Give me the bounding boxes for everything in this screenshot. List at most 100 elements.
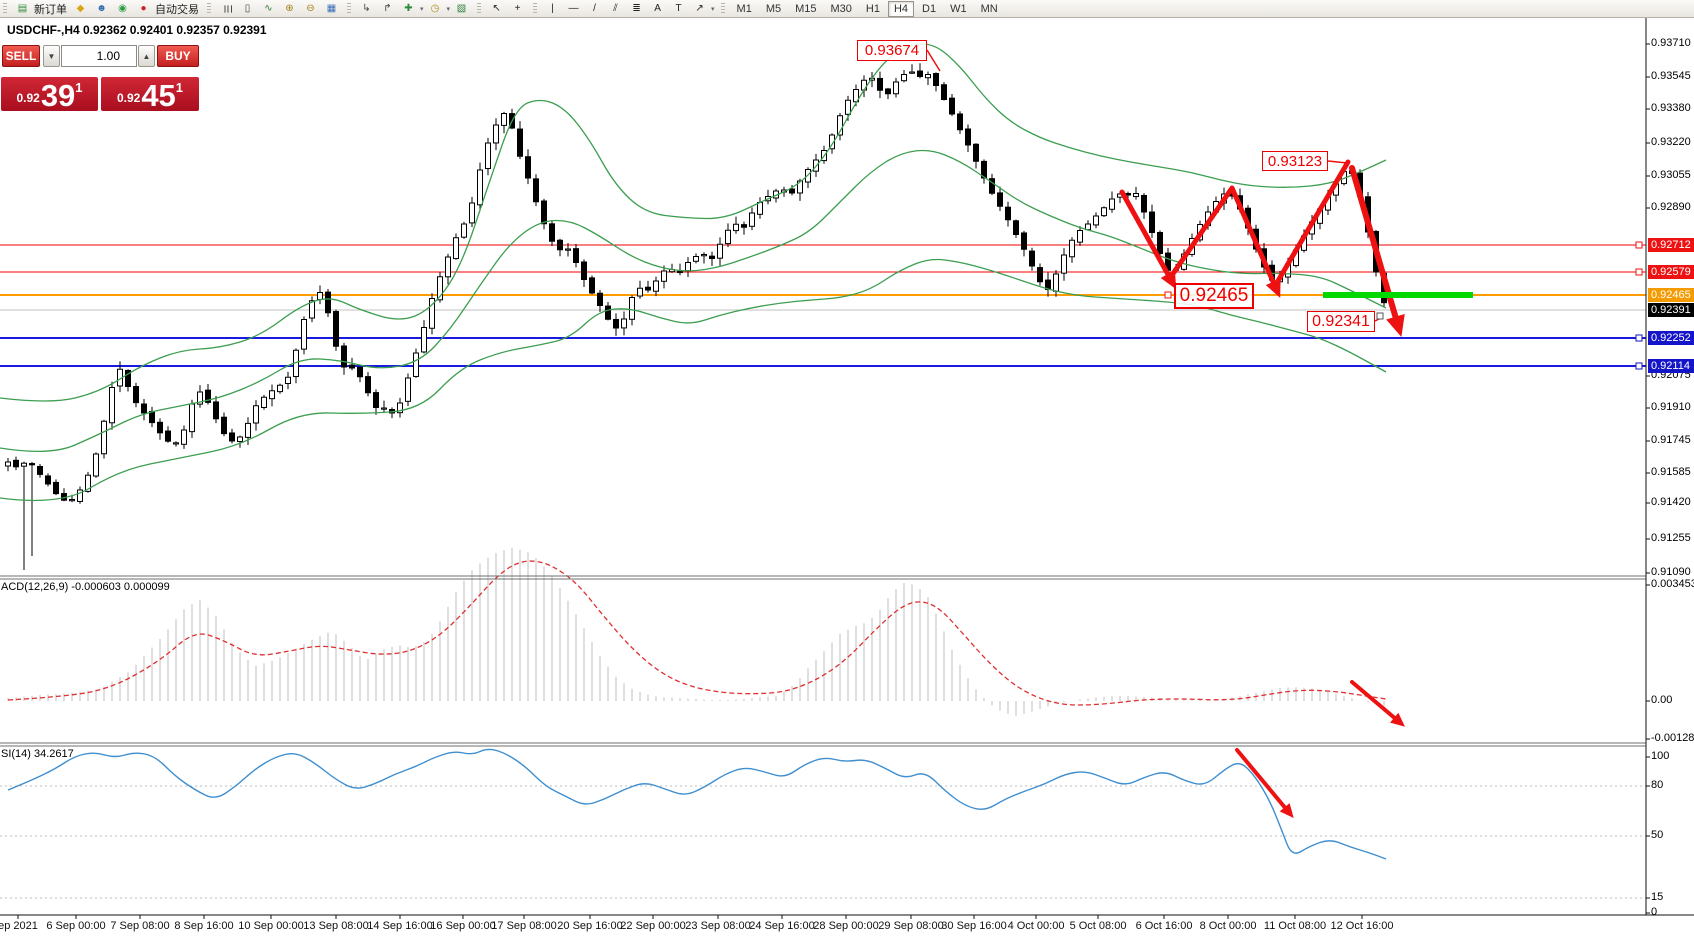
dropdown-caret-icon[interactable]: ▾: [446, 5, 451, 13]
date-axis-tick: 5 Oct 08:00: [1069, 920, 1127, 932]
chart-shift-icon[interactable]: ▧: [456, 2, 467, 14]
horizontal-line-icon[interactable]: —: [568, 2, 579, 14]
objects-icon[interactable]: ↱: [383, 2, 392, 14]
object-handle[interactable]: [1635, 241, 1643, 249]
period-icon[interactable]: ◷: [430, 2, 440, 14]
vertical-line-icon[interactable]: |: [551, 2, 554, 14]
deposit-icon[interactable]: ◆: [76, 2, 85, 14]
volume-decrease-button[interactable]: ▼: [43, 45, 60, 67]
price-badge: 0.92465: [1648, 288, 1694, 302]
buy-price-big: 45: [141, 77, 176, 113]
fibonacci-icon[interactable]: ≣: [632, 2, 641, 14]
price-axis-tick: 0.93710: [1651, 37, 1691, 49]
toolbar-label: 自动交易: [155, 3, 199, 16]
rsi-axis-tick: 100: [1651, 750, 1670, 762]
toolbar-group-4: | — / ⫽ ≣ A T ↗ ▾: [540, 0, 718, 17]
community-icon[interactable]: ☻: [96, 2, 107, 14]
timeframe-button-h1[interactable]: H1: [865, 2, 880, 15]
toolbar-group-0: ▤ 新订单 ◆ ☻ ◉ ● 自动交易: [10, 0, 204, 17]
date-axis-tick: 4 Oct 00:00: [1007, 920, 1065, 932]
channel-icon[interactable]: ⫽: [613, 2, 618, 14]
object-handle[interactable]: [1164, 291, 1172, 299]
price-annotation-label[interactable]: 0.92465: [1174, 283, 1254, 309]
rsi-axis-tick: 0: [1651, 906, 1658, 918]
macd-axis-tick: 0.00: [1651, 694, 1673, 706]
sell-price-big: 39: [40, 77, 76, 113]
price-badge: 0.92252: [1648, 331, 1694, 345]
sell-button[interactable]: SELL: [2, 45, 40, 67]
price-badge: 0.92114: [1648, 359, 1694, 373]
chart-ohlc-header: USDCHF-,H4 0.92362 0.92401 0.92357 0.923…: [7, 23, 267, 37]
price-axis-tick: 0.93545: [1651, 70, 1691, 82]
date-axis-tick: 8 Oct 00:00: [1199, 920, 1257, 932]
toolbar-grip: [3, 3, 7, 14]
support-highlight-line[interactable]: [1323, 292, 1473, 298]
price-badge: 0.92579: [1648, 265, 1694, 279]
object-handle[interactable]: [1376, 312, 1384, 320]
toolbar-label: 新订单: [34, 3, 67, 16]
timeframe-button-m5[interactable]: M5: [765, 2, 782, 15]
date-axis-tick: 24 Sep 16:00: [749, 920, 815, 932]
timeframe-button-m15[interactable]: M15: [795, 2, 817, 15]
indicator-layer: [0, 548, 1646, 899]
new-order-icon[interactable]: ▤: [17, 2, 28, 14]
date-axis-tick: 8 Sep 16:00: [174, 920, 234, 932]
frame-layer: [0, 17, 1694, 919]
object-handle[interactable]: [1635, 268, 1643, 276]
annotations-layer[interactable]: [926, 49, 1643, 818]
price-annotation-label[interactable]: 0.93674: [857, 40, 927, 61]
price-badge: 0.92391: [1648, 303, 1694, 317]
volume-increase-button[interactable]: ▲: [138, 45, 155, 67]
object-handle[interactable]: [1635, 334, 1643, 342]
price-axis-tick: 0.93220: [1651, 136, 1691, 148]
price-annotation-label[interactable]: 0.93123: [1262, 151, 1328, 171]
text-label-icon[interactable]: T: [675, 2, 682, 14]
timeframe-button-d1[interactable]: D1: [922, 2, 937, 15]
tile-windows-icon[interactable]: ▦: [326, 2, 337, 14]
dropdown-caret-icon[interactable]: ▾: [420, 5, 424, 13]
buy-quote-box[interactable]: 0.92 45 1: [101, 77, 199, 111]
date-axis-tick: 17 Sep 08:00: [491, 920, 557, 932]
price-axis-tick: 0.91255: [1651, 532, 1691, 544]
dropdown-caret-icon[interactable]: ▾: [711, 5, 715, 13]
line-chart-icon[interactable]: ∿: [264, 2, 273, 14]
timeframe-button-m1[interactable]: M1: [736, 2, 752, 15]
auto-trading-icon[interactable]: ●: [140, 2, 147, 14]
date-axis-tick: 10 Sep 00:00: [238, 920, 304, 932]
date-axis-tick: 20 Sep 16:00: [557, 920, 623, 932]
toolbar-grip: [533, 3, 538, 14]
toolbar-grip: [720, 3, 725, 14]
crosshair-icon[interactable]: +: [514, 2, 521, 14]
timeframe-button-mn[interactable]: MN: [980, 2, 998, 15]
toolbar-grip: [207, 3, 211, 14]
text-icon[interactable]: A: [654, 2, 661, 14]
toolbar-grip: [477, 3, 482, 14]
zoom-in-icon[interactable]: ⊕: [285, 2, 294, 14]
timeframe-button-w1[interactable]: W1: [950, 2, 967, 15]
sell-quote-box[interactable]: 0.92 39 1: [1, 77, 98, 111]
price-annotation-label[interactable]: 0.92341: [1307, 311, 1375, 332]
price-axis-tick: 0.91420: [1651, 496, 1691, 508]
date-axis-tick: 14 Sep 16:00: [367, 920, 433, 932]
object-handle[interactable]: [1635, 362, 1643, 370]
indicators-icon[interactable]: ↳: [362, 2, 371, 14]
price-axis-tick: 0.91745: [1651, 434, 1691, 446]
cursor-icon[interactable]: ↖: [492, 2, 501, 14]
date-axis-tick: 6 Oct 16:00: [1135, 920, 1193, 932]
price-axis-tick: 0.91910: [1651, 401, 1691, 413]
date-axis-tick: 30 Sep 16:00: [941, 920, 1007, 932]
timeframe-button-m30[interactable]: M30: [830, 2, 852, 15]
arrows-icon[interactable]: ↗: [695, 2, 704, 14]
bar-chart-icon[interactable]: ☰: [221, 4, 233, 13]
buy-button[interactable]: BUY: [157, 45, 199, 67]
volume-input[interactable]: 1.00: [61, 45, 137, 67]
new-chart-icon[interactable]: ✚: [404, 2, 413, 14]
signals-icon[interactable]: ◉: [118, 2, 127, 14]
candlestick-chart-icon[interactable]: ▯: [244, 2, 251, 14]
zoom-out-icon[interactable]: ⊖: [306, 2, 315, 14]
toolbar-grip: [347, 3, 351, 14]
trendline-icon[interactable]: /: [593, 2, 596, 14]
timeframe-button-h4[interactable]: H4: [887, 0, 915, 17]
